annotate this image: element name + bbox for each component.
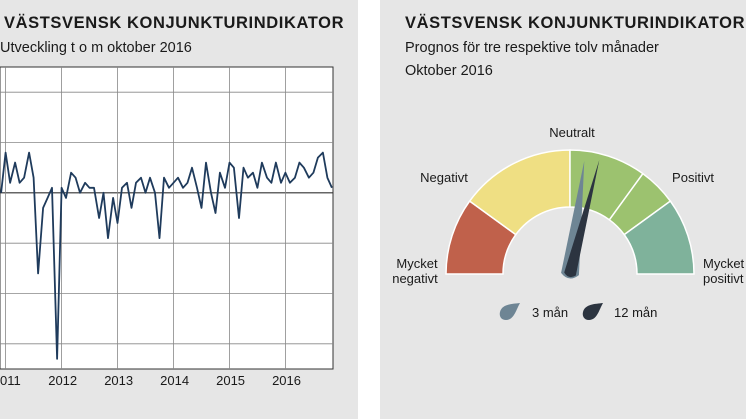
label-positivt: Positivt bbox=[672, 170, 714, 185]
label-neutralt: Neutralt bbox=[549, 125, 595, 140]
x-tick-label: 2014 bbox=[160, 373, 189, 388]
x-tick-label: 2015 bbox=[216, 373, 245, 388]
legend-12-man-icon bbox=[582, 303, 603, 320]
left-chart-title: VÄSTSVENSK KONJUNKTURINDIKATOR bbox=[4, 14, 345, 32]
right-chart-subtitle: Prognos för tre respektive tolv månader bbox=[405, 40, 659, 56]
label-mycket-negativt-line1: Mycket bbox=[396, 256, 438, 271]
left-chart-panel: VÄSTSVENSK KONJUNKTURINDIKATOR Utvecklin… bbox=[0, 0, 358, 419]
label-negativt: Negativt bbox=[420, 170, 468, 185]
legend-12-man-label: 12 mån bbox=[614, 305, 657, 320]
right-chart-panel: VÄSTSVENSK KONJUNKTURINDIKATOR Prognos f… bbox=[380, 0, 746, 419]
label-mycket-positivt-line1: Mycket bbox=[703, 256, 745, 271]
indicator-line bbox=[0, 151, 333, 360]
needle-12-man bbox=[564, 159, 600, 278]
line-chart: 2011 2012 2013 2014 2015 2016 bbox=[0, 66, 334, 388]
x-tick-label: 2016 bbox=[272, 373, 301, 388]
legend-3-man-icon bbox=[499, 303, 520, 320]
legend-3-man-label: 3 mån bbox=[532, 305, 568, 320]
gauge-segment-mycket-positivt bbox=[623, 200, 695, 275]
left-chart-subtitle: Utveckling t o m oktober 2016 bbox=[0, 40, 192, 56]
label-mycket-negativt-line2: negativt bbox=[392, 271, 438, 286]
label-mycket-positivt-line2: positivt bbox=[703, 271, 744, 286]
x-tick-label: 2012 bbox=[48, 373, 77, 388]
gauge-chart: MycketnegativtNegativtNeutraltPositivtMy… bbox=[392, 125, 745, 320]
x-tick-label: 2013 bbox=[104, 373, 133, 388]
right-chart-period: Oktober 2016 bbox=[405, 63, 493, 79]
right-chart-title: VÄSTSVENSK KONJUNKTURINDIKATOR bbox=[405, 14, 746, 32]
x-tick-label: 2011 bbox=[0, 373, 21, 388]
plot-area bbox=[0, 66, 334, 370]
